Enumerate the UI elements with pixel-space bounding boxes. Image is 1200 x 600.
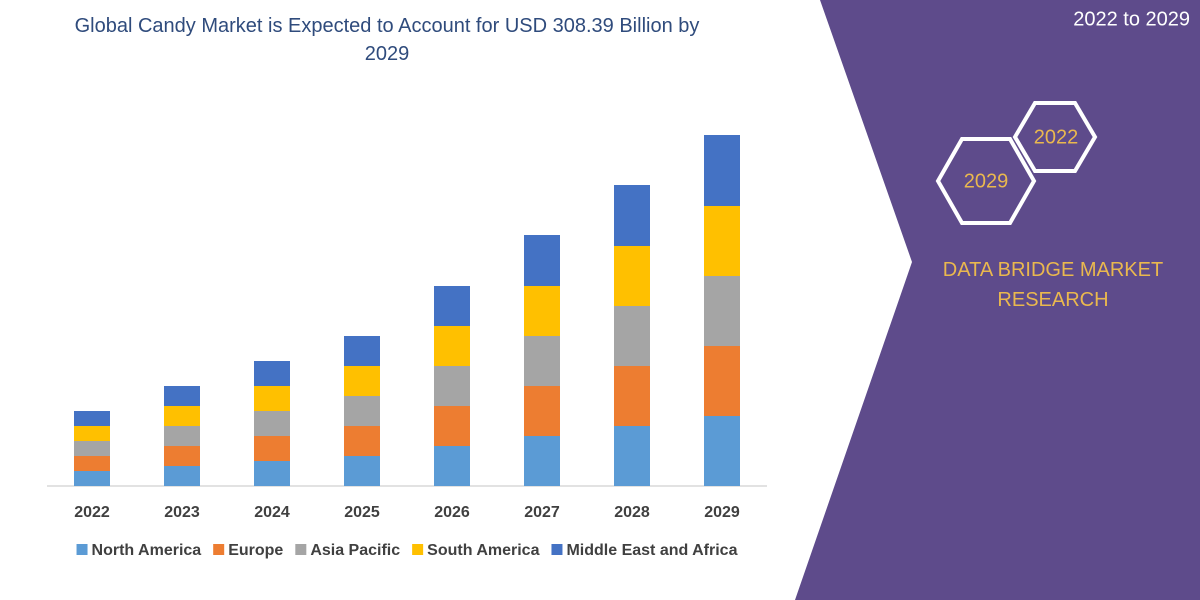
x-tick-label: 2024 (254, 504, 290, 521)
bar-segment (254, 411, 290, 436)
bar-segment (254, 386, 290, 411)
badge-hexagon (1012, 101, 1098, 173)
legend-label: North America (92, 542, 202, 559)
legend-swatch (213, 544, 225, 555)
bar-segment (164, 446, 200, 466)
legend-label: South America (427, 542, 539, 559)
bar-segment (434, 446, 470, 486)
bar-segment (524, 386, 560, 436)
bar-segment (614, 306, 650, 366)
sidebar-panel (795, 0, 1200, 600)
badge-year: 2029 (964, 170, 1009, 192)
badge-year: 2022 (1034, 126, 1079, 148)
bar-segment (74, 426, 110, 441)
bar-segment (614, 426, 650, 486)
bar-segment (254, 436, 290, 461)
bar-segment (344, 336, 380, 366)
bar-segment (434, 406, 470, 446)
legend-swatch (295, 544, 307, 555)
bar-segment (74, 411, 110, 426)
bar-segment (74, 441, 110, 456)
brand-name: DATA BRIDGE MARKET RESEARCH (942, 259, 1164, 311)
chart-title: Global Candy Market is Expected to Accou… (74, 15, 700, 65)
period-label: 2022 to 2029 (1073, 8, 1190, 30)
bar-segment (434, 326, 470, 366)
bar-segment (704, 416, 740, 486)
bar-segment (74, 471, 110, 486)
bar-segment (614, 246, 650, 306)
bar-segment (434, 366, 470, 406)
legend-label: Asia Pacific (310, 542, 400, 559)
bar-segment (164, 406, 200, 426)
bar-segment (344, 396, 380, 426)
bar-segment (434, 286, 470, 326)
x-tick-label: 2029 (704, 504, 740, 521)
bar-segment (524, 336, 560, 386)
badge-hexagon (935, 137, 1037, 225)
legend-swatch (551, 544, 563, 555)
bar-segment (524, 286, 560, 336)
bar-segment (344, 366, 380, 396)
bar-segment (704, 206, 740, 276)
bar-segment (254, 461, 290, 486)
x-tick-label: 2027 (524, 504, 560, 521)
x-tick-label: 2026 (434, 504, 470, 521)
x-tick-label: 2025 (344, 504, 380, 521)
legend-swatch (76, 544, 88, 555)
x-tick-label: 2023 (164, 504, 200, 521)
bar-segment (344, 456, 380, 486)
bar-segment (74, 456, 110, 471)
bar-segment (164, 426, 200, 446)
legend-label: Europe (228, 542, 283, 559)
bar-segment (524, 436, 560, 486)
bar-segment (524, 235, 560, 286)
bar-segment (704, 276, 740, 346)
bar-segment (614, 366, 650, 426)
legend-swatch (412, 544, 424, 555)
bar-segment (704, 346, 740, 416)
bar-segment (164, 386, 200, 406)
x-tick-label: 2028 (614, 504, 650, 521)
bar-segment (254, 361, 290, 386)
x-tick-label: 2022 (74, 504, 110, 521)
legend-label: Middle East and Africa (566, 542, 737, 559)
bar-segment (614, 185, 650, 246)
bar-segment (704, 135, 740, 206)
bar-segment (344, 426, 380, 456)
bar-segment (164, 466, 200, 486)
